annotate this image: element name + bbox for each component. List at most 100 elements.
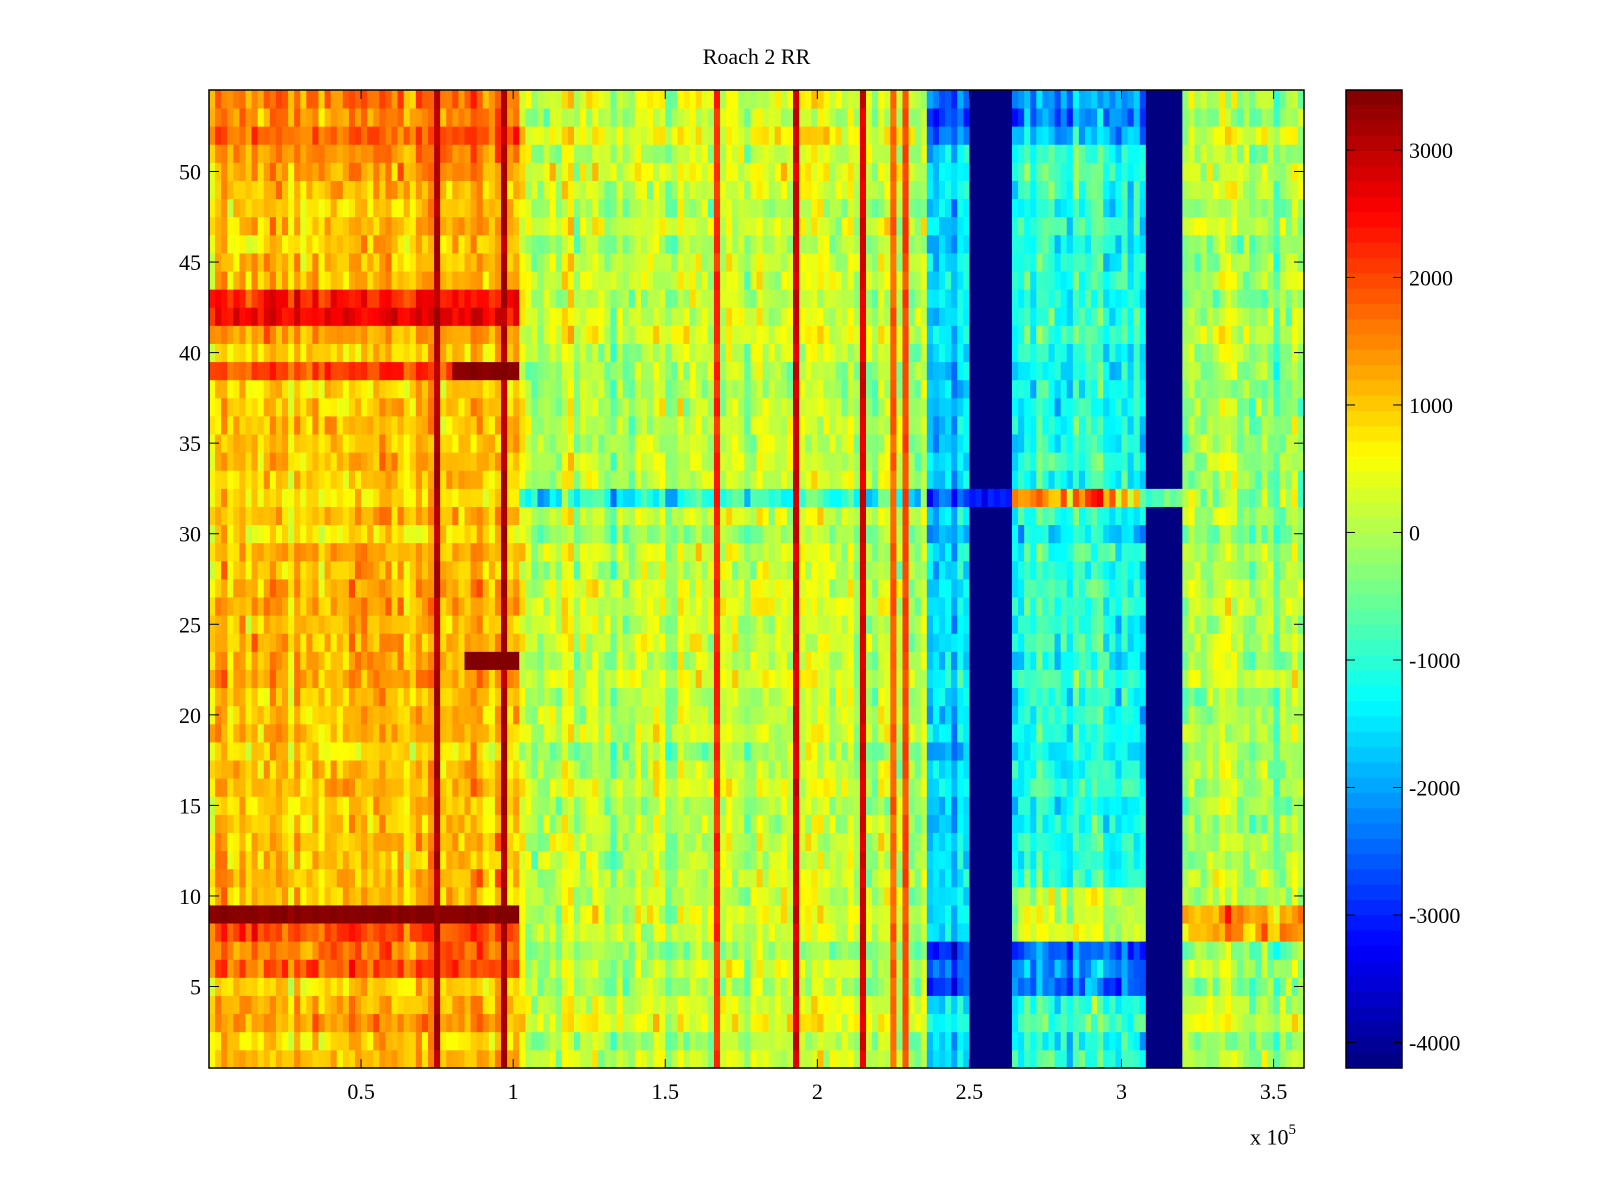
heatmap-cell <box>817 633 824 652</box>
heatmap-cell <box>926 669 934 689</box>
heatmap-cell <box>1115 796 1122 815</box>
heatmap-cell <box>355 905 362 924</box>
heatmap-cell <box>689 778 697 797</box>
heatmap-cell <box>1085 579 1092 598</box>
heatmap-cell <box>507 560 514 580</box>
heatmap-cell <box>403 597 411 616</box>
heatmap-cell <box>1164 1049 1171 1069</box>
heatmap-cell <box>1176 705 1183 725</box>
heatmap-cell <box>580 1013 587 1033</box>
heatmap-cell <box>513 615 520 634</box>
heatmap-cell <box>939 886 946 906</box>
heatmap-cell <box>793 923 800 942</box>
heatmap-cell <box>908 1049 916 1069</box>
heatmap-cell <box>245 579 252 598</box>
heatmap-cell <box>1273 597 1281 616</box>
heatmap-cell <box>890 742 897 761</box>
heatmap-cell <box>561 705 569 725</box>
heatmap-cell <box>945 687 952 707</box>
heatmap-cell <box>488 796 496 815</box>
heatmap-cell <box>598 615 605 634</box>
heatmap-cell <box>1237 941 1244 960</box>
heatmap-cell <box>878 633 885 652</box>
heatmap-cell <box>762 1031 770 1051</box>
heatmap-cell <box>1054 941 1062 960</box>
heatmap-cell <box>598 560 605 580</box>
heatmap-cell <box>713 905 721 924</box>
heatmap-cell <box>209 832 216 852</box>
heatmap-cell <box>263 760 271 779</box>
heatmap-cell <box>647 579 654 598</box>
heatmap-cell <box>653 742 660 761</box>
heatmap-cell <box>519 796 526 815</box>
heatmap-cell <box>841 760 849 779</box>
heatmap-cell <box>811 995 818 1015</box>
heatmap-cell <box>269 796 277 815</box>
heatmap-cell <box>1012 687 1019 707</box>
heatmap-cell <box>227 723 234 743</box>
heatmap-cell <box>823 832 830 852</box>
heatmap-cell <box>1255 633 1262 652</box>
heatmap-cell <box>993 651 1001 670</box>
heatmap-cell <box>385 742 392 761</box>
heatmap-cell <box>640 705 648 725</box>
heatmap-cell <box>555 742 563 761</box>
heatmap-cell <box>330 923 338 942</box>
heatmap-cell <box>373 1049 380 1069</box>
heatmap-cell <box>1091 778 1098 797</box>
heatmap-cell <box>342 868 350 888</box>
heatmap-cell <box>239 723 246 743</box>
heatmap-cell <box>683 579 690 598</box>
heatmap-cell <box>434 669 441 689</box>
heatmap-cell <box>1176 579 1183 598</box>
heatmap-cell <box>1182 941 1189 960</box>
heatmap-cell <box>829 760 836 779</box>
heatmap-cell <box>1188 868 1195 888</box>
heatmap-cell <box>458 560 465 580</box>
heatmap-cell <box>275 742 283 761</box>
heatmap-cell <box>221 977 228 996</box>
heatmap-cell <box>786 705 794 725</box>
heatmap-cell <box>391 796 398 815</box>
heatmap-cell <box>1042 832 1049 852</box>
heatmap-cell <box>221 687 228 707</box>
heatmap-cell <box>476 995 484 1015</box>
heatmap-cell <box>604 669 611 689</box>
heatmap-cell <box>488 651 496 670</box>
heatmap-cell <box>866 1031 873 1051</box>
heatmap-cell <box>288 651 295 670</box>
heatmap-cell <box>574 742 581 761</box>
heatmap-cell <box>1279 705 1287 725</box>
heatmap-cell <box>537 669 544 689</box>
heatmap-cell <box>543 850 551 870</box>
heatmap-cell <box>1109 995 1116 1015</box>
heatmap-cell <box>975 796 982 815</box>
heatmap-cell <box>330 959 338 978</box>
heatmap-cell <box>653 796 660 815</box>
heatmap-cell <box>1036 1049 1043 1069</box>
heatmap-cell <box>525 742 532 761</box>
heatmap-cell <box>476 959 484 978</box>
heatmap-cell <box>592 923 599 942</box>
heatmap-cell <box>336 886 344 906</box>
heatmap-cell <box>853 886 861 906</box>
heatmap-cell <box>1048 850 1055 870</box>
heatmap-cell <box>926 615 934 634</box>
heatmap-cell <box>1036 669 1043 689</box>
heatmap-cell <box>1109 723 1116 743</box>
heatmap-cell <box>373 796 380 815</box>
heatmap-cell <box>951 905 958 924</box>
heatmap-cell <box>786 723 794 743</box>
heatmap-cell <box>859 597 867 616</box>
heatmap-cell <box>1145 651 1153 670</box>
heatmap-cell <box>342 615 350 634</box>
heatmap-cell <box>987 886 995 906</box>
heatmap-cell <box>634 705 642 725</box>
heatmap-cell <box>926 959 934 978</box>
heatmap-cell <box>969 977 976 996</box>
heatmap-cell <box>793 959 800 978</box>
heatmap-cell <box>957 1049 964 1069</box>
heatmap-cell <box>920 742 928 761</box>
heatmap-cell <box>318 941 325 960</box>
heatmap-cell <box>926 868 934 888</box>
